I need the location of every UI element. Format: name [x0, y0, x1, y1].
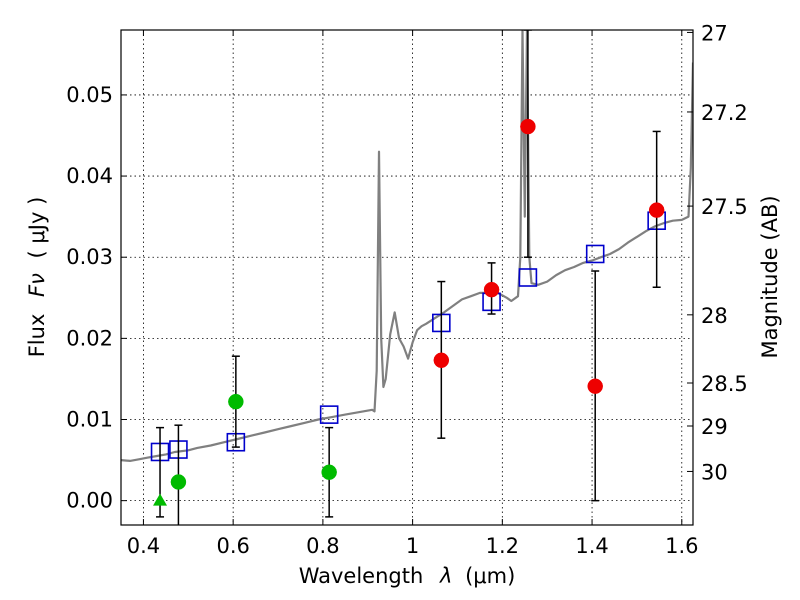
grid — [121, 30, 693, 525]
x-tick-label: 0.8 — [306, 534, 339, 558]
y2-tick-label: 27.2 — [701, 101, 748, 125]
optical-detections-marker — [321, 464, 337, 481]
nir-detections-marker — [648, 202, 665, 218]
optical-upper-limit-marker — [153, 493, 168, 506]
y2-tick-label: 29 — [701, 415, 728, 439]
y2-tick-label: 28.5 — [701, 372, 748, 396]
y-tick-label: 0.02 — [66, 326, 113, 350]
nir-detections-marker — [433, 352, 450, 369]
optical-detections-marker — [170, 474, 187, 490]
nir-detections-marker — [587, 378, 603, 394]
x-tick-label: 1.2 — [486, 534, 519, 558]
y-tick-label: 0.01 — [66, 408, 113, 432]
nir-detections-marker — [520, 118, 536, 135]
x-tick-label: 1.6 — [665, 534, 698, 558]
y-axis-title-unit: ( μJy ) — [25, 197, 49, 259]
plot-area — [121, 30, 693, 525]
x-tick-label: 1 — [406, 534, 419, 558]
y2-tick-label: 27.5 — [701, 195, 748, 219]
model-photometry-marker — [518, 268, 538, 287]
y-axis-title: Flux Fν ( μJy ) — [25, 197, 49, 358]
model-photometry-marker — [585, 244, 605, 264]
y2-tick-label: 27 — [701, 21, 728, 45]
x-tick-label: 0.6 — [216, 534, 249, 558]
x-axis-title-text: Wavelength — [299, 564, 424, 588]
y-tick-label: 0.04 — [66, 164, 113, 188]
y-tick-label: 0.05 — [66, 83, 113, 107]
y2-axis-title: Magnitude (AB) — [758, 195, 782, 358]
y-axis-title-text: Flux — [25, 314, 49, 358]
model-photometry-marker — [319, 405, 339, 424]
plot-frame — [120, 29, 694, 526]
x-tick-label: 0.4 — [127, 534, 160, 558]
axes-ticks: 0.4 0.6 0.8 1 1.2 1.4 1.6 0.00 0.01 0.02 0.03 0.04 0… — [66, 21, 748, 558]
y2-tick-label: 28 — [701, 304, 728, 328]
nir-detections-marker — [483, 281, 500, 298]
x-axis-title: Wavelength λ (μm) — [299, 564, 516, 588]
y2-tick-label: 30 — [701, 460, 728, 484]
model-sed-line — [121, 30, 693, 462]
x-axis-title-symbol: λ — [439, 564, 452, 588]
x-tick-label: 1.4 — [575, 534, 608, 558]
optical-detections-marker — [228, 393, 244, 410]
y-tick-label: 0.00 — [66, 489, 113, 513]
x-axis-title-unit: (μm) — [465, 564, 515, 588]
y-axis-title-symbol: Fν — [25, 273, 49, 297]
y-tick-label: 0.03 — [66, 245, 113, 269]
